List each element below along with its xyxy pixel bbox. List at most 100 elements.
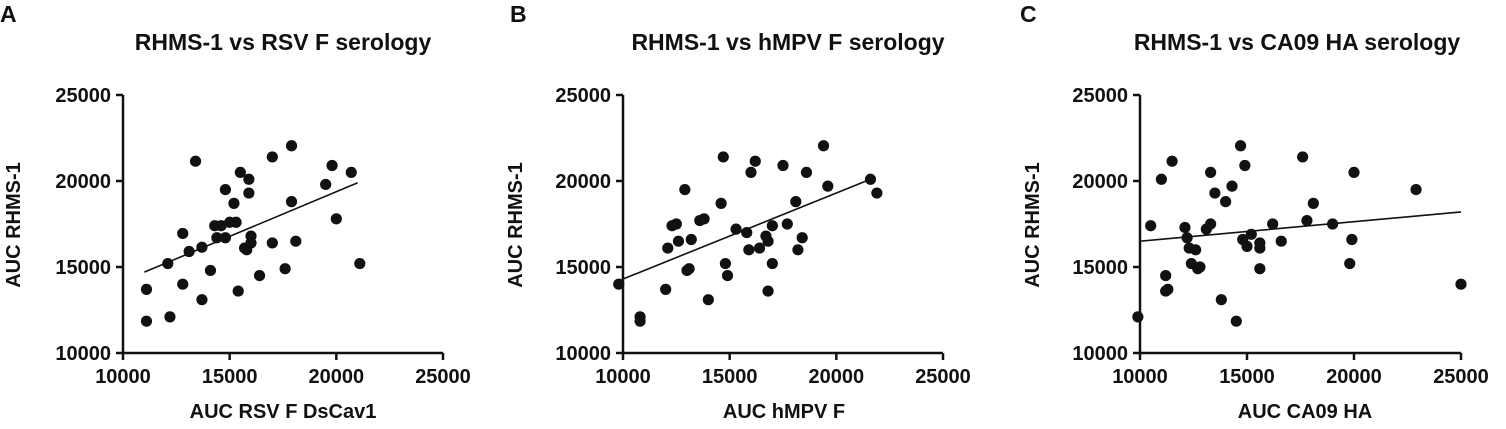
panel-b: B RHMS-1 vs hMPV F serology AUC hMPV F A…: [505, 1, 971, 423]
data-point-c: [1190, 244, 1202, 256]
data-point-c: [1145, 220, 1157, 232]
data-point-b: [817, 140, 830, 152]
x-tick-label-b: 15000: [702, 366, 758, 388]
x-axis-label-b: AUC hMPV F: [723, 401, 845, 423]
y-tick-label-b: 25000: [555, 85, 611, 107]
data-point-b: [762, 235, 774, 247]
data-point-b: [864, 173, 877, 185]
data-point-a: [215, 220, 227, 232]
data-point-b: [702, 294, 714, 306]
y-tick-label-b: 20000: [555, 171, 611, 193]
data-point-b: [613, 278, 625, 290]
data-point-a: [285, 196, 298, 208]
data-point-b: [721, 270, 734, 282]
data-point-b: [730, 223, 742, 235]
data-point-c: [1155, 173, 1167, 185]
data-point-a: [177, 278, 189, 290]
data-point-c: [1455, 278, 1467, 290]
data-point-a: [243, 187, 255, 199]
data-point-c: [1215, 294, 1227, 306]
data-point-a: [196, 294, 208, 306]
data-point-a: [204, 264, 217, 277]
data-point-b: [792, 244, 804, 256]
data-point-c: [1160, 270, 1172, 282]
data-point-b: [766, 257, 778, 270]
y-tick-label-c: 15000: [1072, 257, 1128, 279]
data-point-c: [1205, 166, 1217, 178]
data-point-c: [1234, 140, 1247, 152]
y-tick-label-a: 10000: [55, 343, 111, 365]
data-point-c: [1166, 155, 1178, 167]
data-point-c: [1297, 151, 1309, 163]
panel-a: A RHMS-1 vs RSV F serology AUC RSV F DsC…: [0, 1, 471, 423]
x-tick-label-b: 20000: [809, 366, 865, 388]
data-point-c: [1162, 283, 1174, 295]
data-point-b: [766, 220, 778, 232]
data-point-b: [698, 213, 710, 225]
data-point-b: [672, 235, 685, 247]
data-point-a: [234, 166, 246, 178]
panel-letter-c: C: [1020, 1, 1037, 27]
data-point-a: [219, 232, 231, 244]
data-point-c: [1254, 242, 1266, 254]
data-point-a: [232, 285, 244, 297]
data-point-b: [753, 242, 766, 254]
data-point-a: [140, 315, 153, 327]
data-point-a: [228, 197, 240, 209]
panel-c: C RHMS-1 vs CA09 HA serology AUC CA09 HA…: [1020, 1, 1489, 423]
fit-line-a: [144, 181, 358, 273]
data-point-a: [279, 263, 291, 275]
data-point-a: [266, 237, 278, 249]
data-point-a: [219, 184, 231, 196]
x-tick-label-c: 15000: [1219, 366, 1275, 388]
x-axis-label-a: AUC RSV F DsCav1: [190, 401, 377, 423]
fit-line-c: [1139, 211, 1462, 242]
y-axis-label-b: AUC RHMS-1: [505, 162, 527, 288]
data-point-c: [1226, 180, 1238, 192]
data-point-a: [320, 178, 332, 191]
data-point-a: [243, 173, 255, 185]
y-axis-label-a: AUC RHMS-1: [3, 162, 25, 288]
data-point-b: [741, 227, 753, 239]
data-point-b: [662, 242, 674, 254]
data-point-b: [670, 218, 682, 230]
data-point-c: [1301, 214, 1313, 227]
data-point-a: [330, 213, 342, 225]
y-tick-label-b: 10000: [555, 343, 611, 365]
x-axis-label-c: AUC CA09 HA: [1238, 401, 1372, 423]
data-point-c: [1254, 263, 1266, 275]
data-point-c: [1230, 315, 1242, 327]
x-tick-label-c: 20000: [1326, 366, 1382, 388]
data-point-b: [745, 166, 757, 178]
panel-letter-b: B: [510, 1, 527, 27]
data-point-a: [245, 237, 257, 249]
y-tick-label-a: 20000: [55, 171, 111, 193]
data-point-c: [1241, 240, 1253, 252]
data-point-a: [290, 235, 302, 247]
y-tick-label-a: 15000: [55, 257, 111, 279]
data-point-c: [1220, 196, 1232, 208]
data-point-b: [717, 151, 729, 163]
data-point-c: [1348, 166, 1360, 178]
panel-letter-a: A: [0, 1, 17, 27]
y-axis-label-c: AUC RHMS-1: [1022, 162, 1044, 288]
y-tick-label-b: 15000: [555, 257, 611, 279]
data-point-b: [685, 233, 697, 246]
data-point-c: [1245, 228, 1257, 240]
data-point-b: [790, 196, 802, 208]
data-point-a: [177, 227, 189, 240]
data-point-b: [777, 159, 789, 172]
x-tick-label-c: 25000: [1433, 366, 1489, 388]
data-point-b: [871, 187, 883, 199]
data-point-a: [164, 311, 176, 323]
data-point-b: [749, 155, 761, 167]
data-point-a: [230, 216, 242, 228]
data-point-a: [354, 257, 366, 270]
data-point-b: [679, 184, 691, 196]
data-point-a: [196, 241, 208, 253]
x-tick-label-c: 10000: [1112, 366, 1168, 388]
data-point-c: [1410, 184, 1422, 196]
y-tick-label-c: 25000: [1072, 85, 1128, 107]
data-point-c: [1344, 257, 1356, 270]
